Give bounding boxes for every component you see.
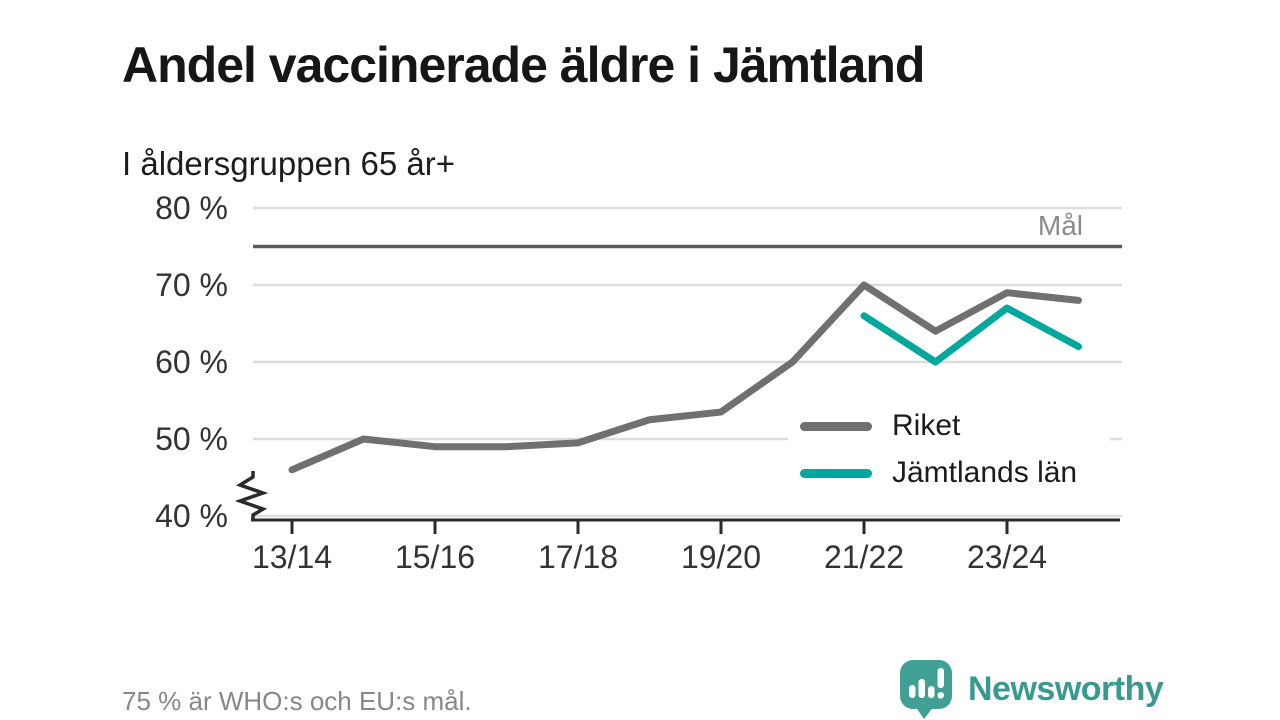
- newsworthy-logo: Newsworthy: [898, 658, 1164, 720]
- riket-line-swatch: [800, 421, 872, 431]
- goal-line-label: Mål: [1037, 210, 1083, 241]
- x-tick-label: 21/22: [823, 539, 905, 575]
- footnote: 75 % är WHO:s och EU:s mål.: [122, 686, 472, 716]
- x-tick-label: 15/16: [394, 539, 476, 575]
- legend-label-jamtland: Jämtlands län: [892, 456, 1078, 489]
- legend-item-riket: Riket: [800, 409, 1110, 443]
- newsworthy-bubble-chart-icon: [900, 660, 952, 719]
- x-tick-label: 19/20: [680, 539, 762, 575]
- y-tick-label: 40 %: [155, 498, 228, 534]
- legend-item-jamtland: Jämtlands län: [800, 456, 1110, 490]
- jamtland-line-swatch: [800, 468, 872, 478]
- legend-label-riket: Riket: [892, 409, 961, 442]
- newsworthy-wordmark: Newsworthy: [968, 669, 1164, 708]
- y-tick-label: 50 %: [155, 421, 228, 457]
- x-tick-label: 23/24: [966, 539, 1048, 575]
- series-line-1: [860, 304, 1082, 366]
- y-axis-break-icon: [234, 471, 269, 519]
- y-tick-label: 80 %: [155, 190, 228, 226]
- chart-subtitle: I åldersgruppen 65 år+: [122, 145, 455, 183]
- chart-title: Andel vaccinerade äldre i Jämtland: [122, 36, 925, 93]
- x-tick-label: 17/18: [537, 539, 619, 575]
- x-tick-label: 13/14: [251, 539, 333, 575]
- legend: Riket Jämtlands län: [788, 398, 1110, 501]
- y-tick-label: 60 %: [155, 344, 228, 380]
- y-tick-label: 70 %: [155, 267, 228, 303]
